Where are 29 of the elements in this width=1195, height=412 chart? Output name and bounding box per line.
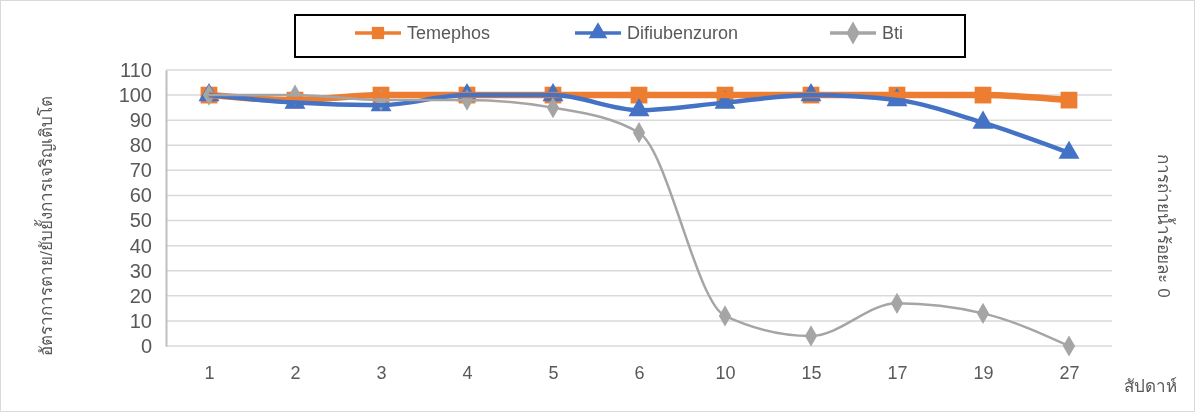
y-tick-label: 20 bbox=[129, 284, 152, 307]
legend-label: Temephos bbox=[407, 23, 491, 43]
x-tick-label: 17 bbox=[887, 362, 908, 383]
x-tick-label: 19 bbox=[973, 362, 994, 383]
x-tick-label: 27 bbox=[1059, 362, 1080, 383]
y-tick-label: 60 bbox=[129, 184, 152, 207]
x-tick-label: 2 bbox=[290, 362, 301, 383]
y-tick-label: 10 bbox=[129, 309, 152, 332]
y2-axis-title: การถ่ายน้ำร้อยละ 0 bbox=[1154, 154, 1176, 298]
x-tick-label: 15 bbox=[801, 362, 822, 383]
legend-label: Difiubenzuron bbox=[627, 23, 739, 43]
x-tick-label: 3 bbox=[376, 362, 387, 383]
x-tick-label: 1 bbox=[204, 362, 215, 383]
y-tick-label: 50 bbox=[129, 209, 152, 232]
y-tick-label: 80 bbox=[129, 134, 152, 157]
x-tick-label: 5 bbox=[548, 362, 559, 383]
x-axis-title: สัปดาห์ bbox=[1123, 377, 1177, 396]
y-tick-label: 110 bbox=[120, 58, 152, 81]
x-tick-label: 6 bbox=[634, 362, 645, 383]
y-tick-label: 30 bbox=[129, 259, 152, 282]
x-tick-label: 4 bbox=[462, 362, 473, 383]
y-tick-label: 90 bbox=[129, 109, 152, 132]
y-axis-title: อัตราการตาย/ยับยั้งการเจริญเติบโต bbox=[34, 96, 56, 356]
x-tick-label: 10 bbox=[715, 362, 736, 383]
legend-label: Bti bbox=[882, 23, 904, 43]
y-tick-label: 0 bbox=[140, 334, 152, 357]
y-tick-label: 70 bbox=[129, 159, 152, 182]
y-tick-label: 100 bbox=[118, 83, 152, 106]
y-tick-label: 40 bbox=[129, 234, 152, 257]
